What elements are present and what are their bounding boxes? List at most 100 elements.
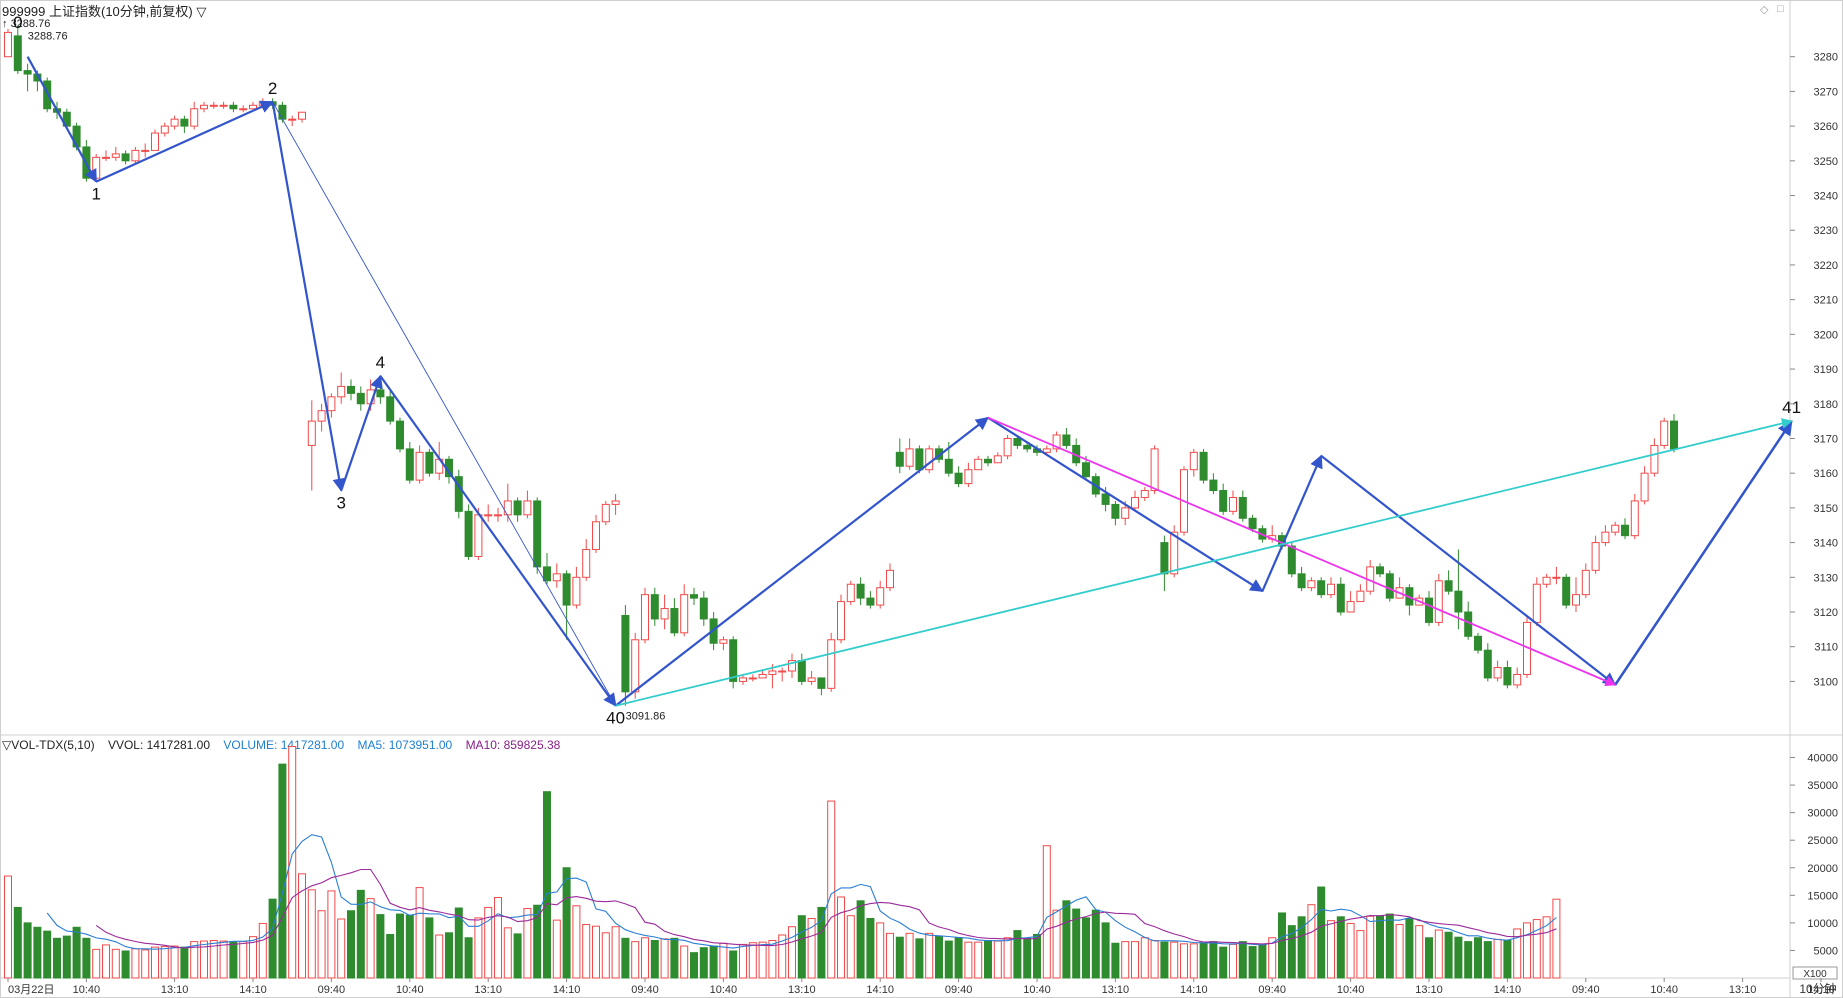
volume-bar xyxy=(200,940,208,979)
pivot-label: 2 xyxy=(268,79,277,98)
volume-bar xyxy=(396,913,404,979)
volume-bar xyxy=(445,932,453,979)
time-tick-label: 13:10 xyxy=(788,984,816,996)
candle-body xyxy=(23,70,32,75)
volume-bar xyxy=(386,933,395,979)
price-tick-label: 3200 xyxy=(1814,329,1838,341)
candlestick xyxy=(601,500,610,526)
candlestick xyxy=(484,504,493,522)
candlestick xyxy=(1131,490,1139,512)
volume-bar xyxy=(954,937,963,979)
candle-body xyxy=(1601,531,1610,544)
time-tick-label: 14:10 xyxy=(1807,984,1835,996)
candle-body xyxy=(4,31,12,58)
candlestick xyxy=(1189,448,1198,477)
volume-bar xyxy=(121,950,130,979)
candlestick xyxy=(1287,542,1296,578)
volume-bar xyxy=(964,941,973,979)
volume-bar xyxy=(425,917,434,979)
volume-bar xyxy=(748,942,757,979)
diamond-icon[interactable]: ◇ xyxy=(1760,4,1769,16)
ma10-value: MA10: 859825.38 xyxy=(465,738,561,752)
candle-body xyxy=(1640,472,1649,502)
volume-bar xyxy=(650,940,659,979)
candle-body xyxy=(719,639,728,644)
candle-body xyxy=(1581,569,1590,596)
time-tick-label: 09:40 xyxy=(318,984,346,996)
window-restore-icon[interactable]: □ xyxy=(1777,3,1784,15)
volume-bar xyxy=(1062,900,1071,979)
price-note-label: 3288.76 xyxy=(28,30,68,42)
volume-bar xyxy=(33,926,42,979)
candle-body xyxy=(1229,496,1237,512)
volume-bar xyxy=(582,924,591,979)
time-tick-label: 09:40 xyxy=(945,984,973,996)
time-tick-label: 09:40 xyxy=(1258,984,1286,996)
volume-bar xyxy=(1042,845,1051,979)
volume-bar xyxy=(1434,929,1443,979)
candlestick xyxy=(621,605,630,706)
candle-body xyxy=(1023,444,1032,450)
volume-bar xyxy=(709,945,718,979)
candle-body xyxy=(611,500,620,505)
candle-body xyxy=(1532,583,1541,623)
candlestick xyxy=(1062,428,1071,449)
candlestick xyxy=(425,448,434,477)
candlestick xyxy=(1405,584,1414,616)
volume-tick-label: 25000 xyxy=(1807,835,1838,847)
candle-body xyxy=(1562,576,1571,606)
volume-bar xyxy=(866,917,875,979)
volume-bar xyxy=(327,890,336,979)
candle-body xyxy=(219,104,228,107)
volume-bar xyxy=(739,943,747,979)
candlestick xyxy=(288,115,297,127)
candlestick xyxy=(239,105,248,113)
volume-bar xyxy=(1160,941,1169,979)
volume-bar xyxy=(1209,941,1218,979)
candlestick xyxy=(552,563,561,588)
candle-body xyxy=(1062,434,1071,446)
price-readout-value: 3288.76 xyxy=(10,18,51,30)
candle-body xyxy=(523,500,532,516)
candlestick xyxy=(1532,577,1541,626)
volume-bar xyxy=(1082,917,1090,979)
volume-bar xyxy=(356,889,365,979)
candlestick xyxy=(1640,466,1649,505)
candle-body xyxy=(856,583,865,599)
candle-body xyxy=(758,673,767,679)
candle-body xyxy=(552,573,561,582)
volume-bar xyxy=(1297,916,1306,979)
candle-body xyxy=(1503,667,1512,686)
volume-bar xyxy=(513,933,522,979)
candlestick xyxy=(4,28,12,58)
volume-bar xyxy=(1523,922,1531,979)
candle-body xyxy=(1611,524,1620,533)
candle-body xyxy=(386,396,395,422)
volume-bar xyxy=(43,930,52,979)
volume-bar xyxy=(1052,909,1061,979)
volume-bar xyxy=(141,949,150,979)
candlestick xyxy=(846,580,855,606)
volume-bar xyxy=(1366,915,1375,979)
volume-bar xyxy=(719,942,728,979)
volume-bar xyxy=(1307,904,1316,979)
candlestick xyxy=(1356,584,1365,603)
candle-body xyxy=(964,469,973,485)
candle-body xyxy=(376,389,385,398)
volume-bar xyxy=(827,800,836,979)
candlestick xyxy=(43,77,52,113)
candle-body xyxy=(1170,531,1179,575)
time-tick-label: 10:40 xyxy=(73,984,101,996)
volume-bar xyxy=(258,922,267,979)
candlestick xyxy=(170,115,179,130)
volume-ma5-line xyxy=(46,834,1557,950)
candlestick xyxy=(1327,577,1335,599)
time-tick-label: 13:10 xyxy=(1729,984,1757,996)
volume-bar xyxy=(1346,922,1355,979)
candle-body xyxy=(1346,601,1355,613)
trend-stroke xyxy=(271,101,346,492)
pivot-label: 40 xyxy=(606,709,625,728)
volume-bar xyxy=(268,898,277,979)
